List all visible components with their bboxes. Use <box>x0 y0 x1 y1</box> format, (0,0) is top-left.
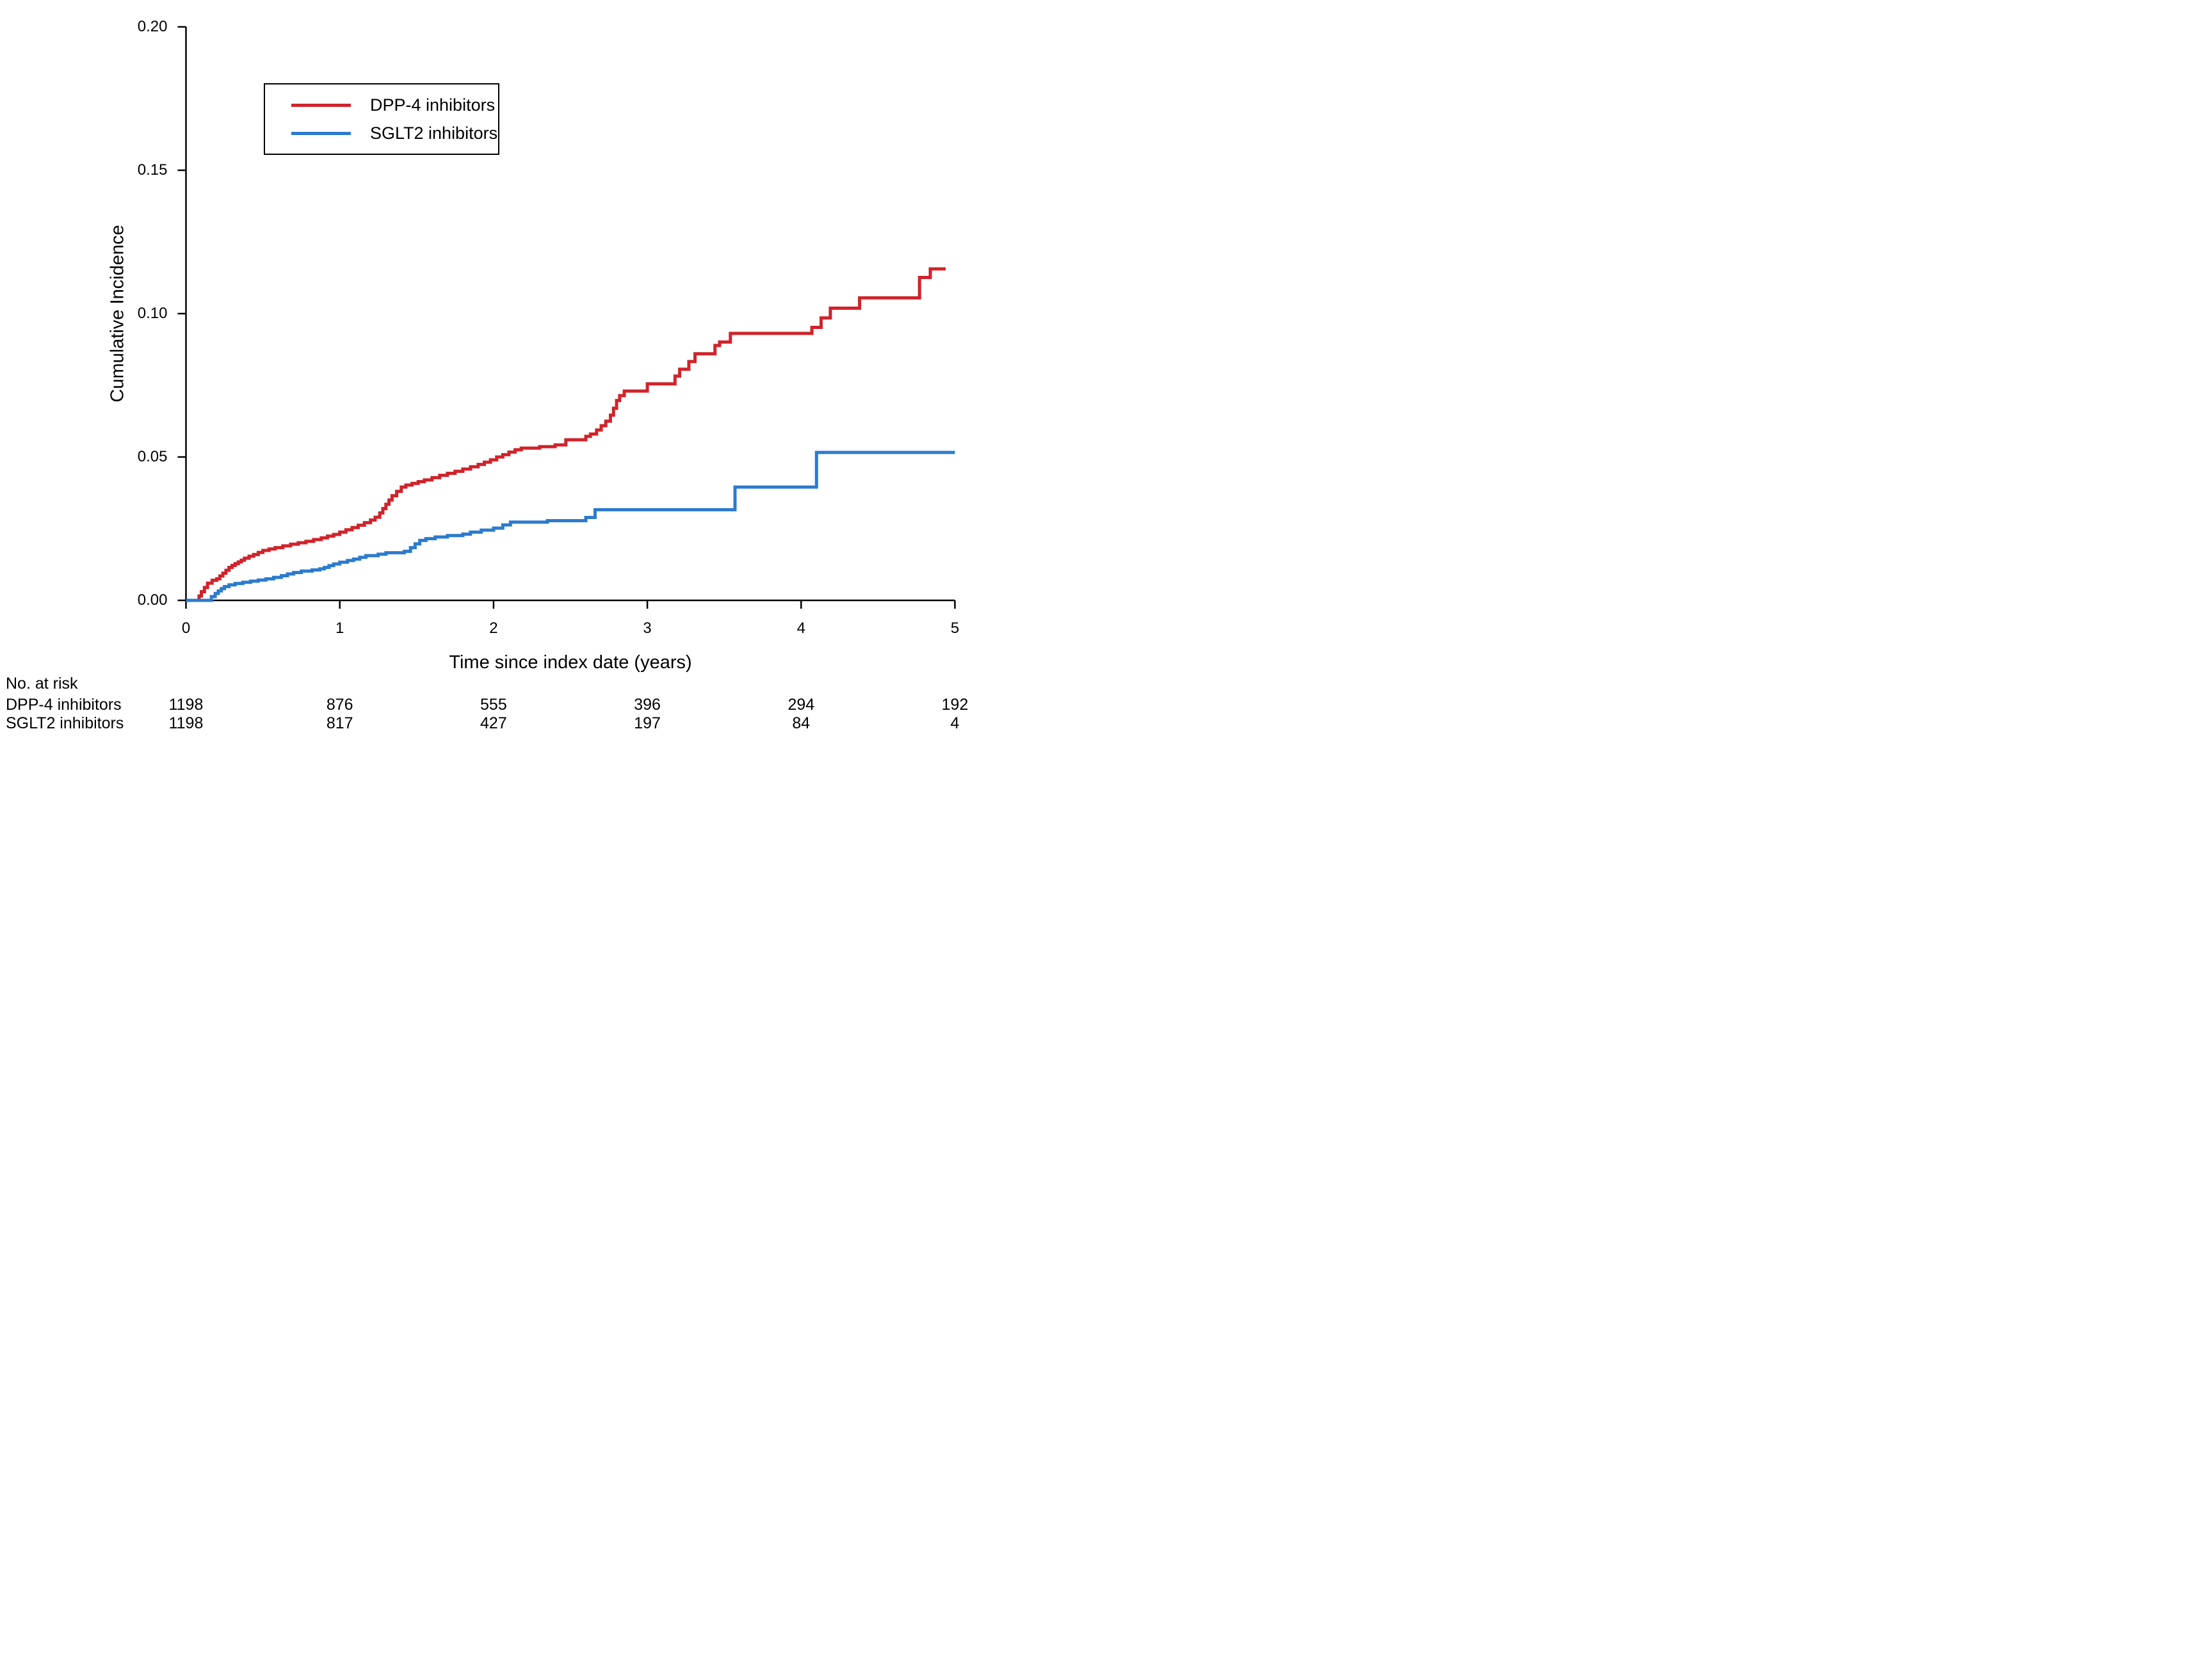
y-tick-label-0.10: 0.10 <box>137 305 168 322</box>
plot-area <box>177 26 956 609</box>
risk-count-row0-t5: 192 <box>941 696 969 714</box>
risk-count-row1-t1: 817 <box>326 714 353 732</box>
km-cumulative-incidence-figure: 0.00 0.05 0.10 0.15 0.20 0 1 2 3 4 5 Cumulative I… <box>0 0 983 737</box>
y-axis-title: Cumulative Incidence <box>107 225 128 403</box>
risk-count-row0-t2: 555 <box>480 696 507 714</box>
x-tick-label-4: 4 <box>796 620 805 637</box>
y-tick-label-0.15: 0.15 <box>137 161 168 179</box>
survival-curves <box>186 267 955 602</box>
risk-row-label-dpp4: DPP-4 inhibitors <box>6 696 122 714</box>
sglt2-line-swatch <box>291 131 351 135</box>
x-tick-label-2: 2 <box>489 620 498 637</box>
risk-count-row0-t1: 876 <box>326 696 353 714</box>
risk-count-row1-t5: 4 <box>950 714 960 732</box>
x-tick-label-3: 3 <box>643 620 652 637</box>
legend-label-dpp4: DPP-4 inhibitors <box>370 95 496 115</box>
x-tick-label-1: 1 <box>335 620 344 637</box>
risk-count-row1-t4: 84 <box>792 714 811 732</box>
curve-sglt2-inhibitors <box>186 451 955 602</box>
dpp4-line-swatch <box>291 103 351 107</box>
y-tick-label-0.05: 0.05 <box>137 448 168 465</box>
risk-count-row1-t2: 427 <box>480 714 507 732</box>
risk-table-header: No. at risk <box>6 675 78 693</box>
risk-count-row0-t3: 396 <box>634 696 661 714</box>
risk-count-row0-t0: 1198 <box>168 696 204 714</box>
x-axis-title: Time since index date (years) <box>449 652 692 673</box>
legend-entry-sglt2: SGLT2 inhibitors <box>265 119 498 147</box>
x-tick-label-0: 0 <box>181 620 191 637</box>
risk-row-label-sglt2: SGLT2 inhibitors <box>6 714 124 732</box>
legend-entry-dpp4: DPP-4 inhibitors <box>265 91 498 119</box>
curve-dpp-4-inhibitors <box>186 267 946 602</box>
risk-count-row1-t0: 1198 <box>168 714 204 732</box>
risk-count-row1-t3: 197 <box>634 714 661 732</box>
legend-label-sglt2: SGLT2 inhibitors <box>370 123 498 143</box>
y-tick-label-0.00: 0.00 <box>137 591 168 609</box>
risk-count-row0-t4: 294 <box>787 696 815 714</box>
y-tick-label-0.20: 0.20 <box>137 18 168 35</box>
x-tick-label-5: 5 <box>950 620 960 637</box>
legend-box: DPP-4 inhibitors SGLT2 inhibitors <box>264 83 499 155</box>
